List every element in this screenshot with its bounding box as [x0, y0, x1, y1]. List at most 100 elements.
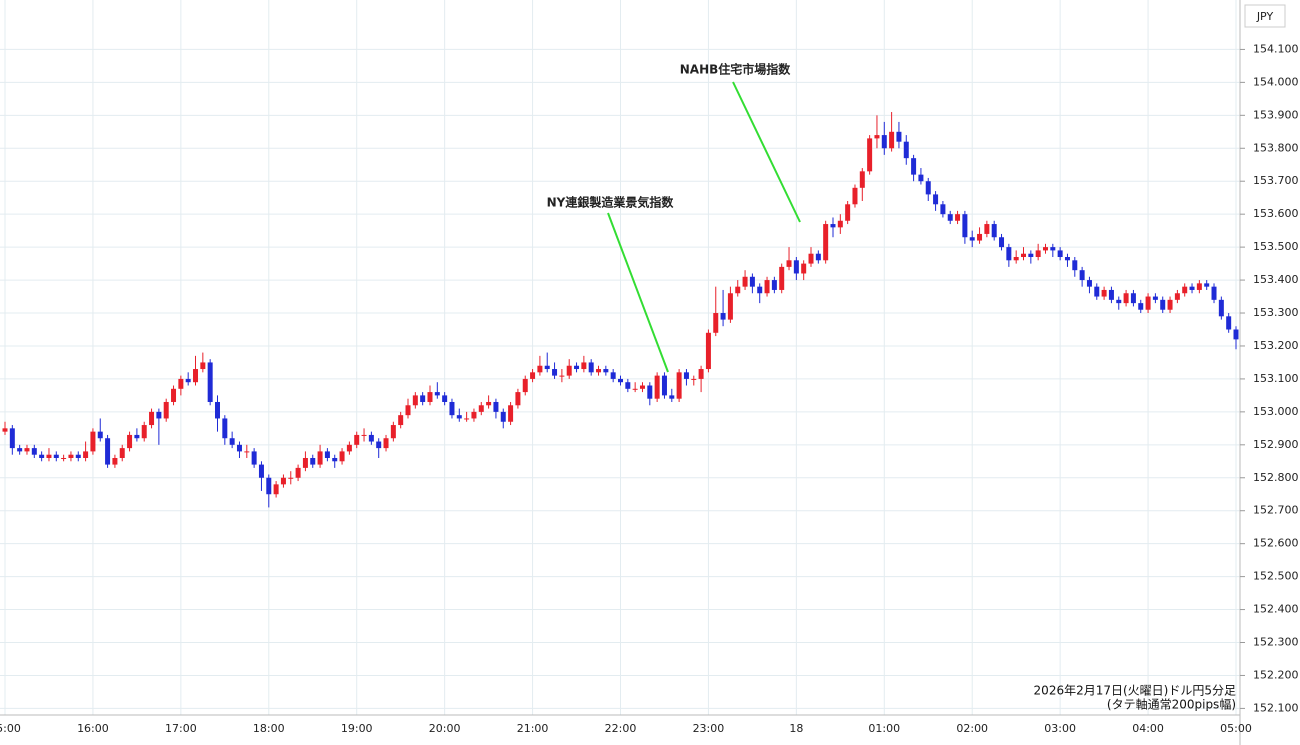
candle-body: [1028, 253, 1034, 258]
candle-body: [1108, 289, 1114, 300]
x-tick-label: 16:00: [77, 722, 109, 735]
candle-body: [977, 233, 983, 241]
candle-body: [478, 405, 484, 412]
candle-body: [757, 286, 763, 294]
candle-body: [1035, 250, 1041, 258]
candle-body: [610, 372, 616, 379]
x-tick-label: 21:00: [517, 722, 549, 735]
candle-body: [442, 395, 448, 402]
candle-body: [464, 418, 470, 420]
candle-body: [925, 181, 931, 195]
candle-body: [24, 448, 30, 452]
candle-body: [559, 375, 565, 377]
candle-body: [200, 362, 206, 370]
candle-body: [339, 451, 345, 462]
candle-body: [698, 369, 704, 379]
candle-body: [1057, 250, 1063, 258]
candle-body: [222, 418, 228, 439]
candle-body: [618, 378, 623, 383]
candle-body: [918, 174, 924, 182]
candle-body: [874, 135, 880, 139]
candle-body: [383, 438, 389, 449]
candle-body: [515, 392, 521, 406]
candle-body: [676, 372, 682, 399]
candle-body: [852, 187, 858, 205]
candle-body: [266, 477, 272, 495]
candle-body: [61, 457, 67, 459]
candle-body: [134, 434, 140, 439]
candle-body: [90, 431, 96, 452]
candle-body: [149, 411, 155, 426]
y-tick-label: 153.400: [1253, 273, 1299, 286]
candle-body: [354, 434, 360, 445]
candle-body: [244, 451, 250, 453]
candle-body: [1094, 286, 1100, 297]
candle-body: [625, 382, 631, 389]
x-tick-label: 15:00: [0, 722, 21, 735]
candle-body: [420, 395, 426, 402]
candle-body: [896, 131, 902, 142]
candle-body: [229, 438, 235, 445]
candle-body: [661, 375, 667, 396]
candle-body: [574, 365, 580, 370]
y-tick-label: 152.100: [1253, 701, 1299, 714]
y-label: JPY: [1256, 10, 1274, 23]
candle-body: [1116, 299, 1122, 304]
candle-body: [31, 448, 37, 455]
candle-body: [17, 448, 23, 452]
candle-body: [1064, 257, 1070, 261]
y-tick-label: 153.800: [1253, 141, 1299, 154]
candle-body: [398, 415, 404, 426]
candle-body: [75, 454, 81, 458]
candle-body: [1013, 257, 1019, 261]
candle-body: [412, 395, 418, 406]
candle-body: [522, 378, 528, 393]
candle-body: [566, 365, 572, 376]
candle-body: [171, 388, 177, 402]
candle-body: [127, 434, 133, 449]
x-tick-label: 04:00: [1132, 722, 1164, 735]
candle-body: [1021, 253, 1027, 258]
y-tick-label: 152.600: [1253, 537, 1299, 550]
candle-body: [2, 428, 8, 432]
candle-body: [859, 171, 865, 188]
candle-body: [163, 401, 169, 419]
annotation: NY連銀製造業景気指数: [547, 195, 675, 210]
y-tick-label: 153.700: [1253, 174, 1299, 187]
candle-body: [1145, 296, 1151, 310]
candle-body: [999, 237, 1005, 248]
candle-body: [552, 369, 558, 376]
candle-body: [434, 392, 440, 396]
candle-body: [405, 405, 411, 416]
candle-body: [933, 194, 939, 205]
candle-body: [779, 266, 785, 290]
candle-body: [771, 280, 777, 290]
candle-body: [808, 253, 814, 264]
candle-body: [214, 401, 220, 419]
candle-body: [376, 441, 382, 449]
candle-body: [845, 204, 851, 221]
y-tick-label: 153.600: [1253, 207, 1299, 220]
candle-body: [705, 332, 711, 370]
candle-body: [603, 369, 609, 373]
candle-body: [742, 276, 748, 287]
candle-body: [471, 411, 477, 419]
y-tick-label: 153.300: [1253, 306, 1299, 319]
x-tick-label: 22:00: [605, 722, 637, 735]
y-tick-label: 153.500: [1253, 240, 1299, 253]
candle-body: [368, 434, 374, 442]
candle-body: [889, 131, 895, 149]
x-tick-label: 18: [789, 722, 803, 735]
candle-body: [456, 415, 462, 419]
candle-body: [493, 401, 499, 412]
y-tick-label: 152.200: [1253, 668, 1299, 681]
candle-body: [632, 388, 638, 390]
y-tick-label: 152.900: [1253, 438, 1299, 451]
candle-body: [1174, 293, 1180, 300]
candle-body: [793, 260, 799, 274]
candle-body: [786, 260, 792, 267]
candle-body: [1123, 293, 1129, 304]
candle-body: [727, 293, 733, 320]
candle-body: [486, 401, 492, 406]
candle-body: [119, 448, 125, 458]
